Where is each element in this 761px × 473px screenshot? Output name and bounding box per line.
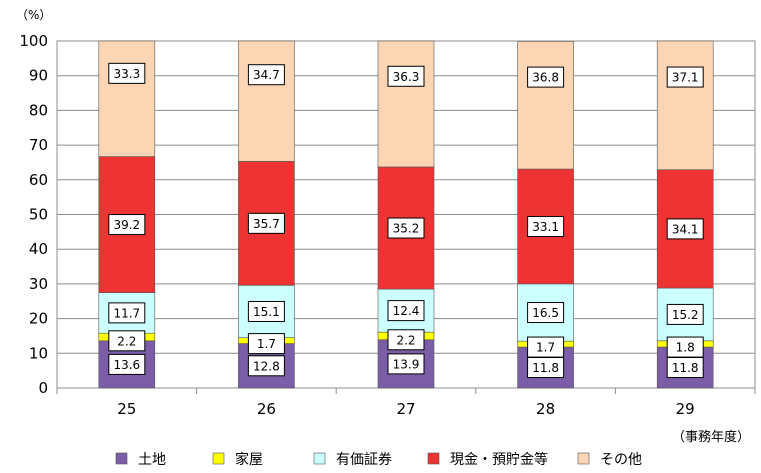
y-tick-label: 10 bbox=[29, 344, 48, 362]
data-label-box bbox=[527, 66, 565, 88]
data-label-box bbox=[387, 329, 425, 351]
data-label: 34.1 bbox=[672, 222, 699, 236]
data-label-box bbox=[527, 302, 565, 324]
data-label: 37.1 bbox=[672, 71, 699, 85]
legend-label: 土地 bbox=[138, 452, 166, 468]
data-label: 39.2 bbox=[113, 218, 140, 232]
y-tick-label: 60 bbox=[29, 171, 48, 189]
data-label-box bbox=[387, 353, 425, 375]
bar-segment bbox=[517, 41, 574, 170]
x-tick-label: 29 bbox=[676, 400, 695, 418]
data-label: 12.4 bbox=[393, 304, 420, 318]
bar-segment bbox=[656, 40, 714, 171]
legend-label: その他 bbox=[600, 452, 642, 468]
data-label: 36.8 bbox=[532, 71, 559, 85]
data-label: 11.8 bbox=[532, 361, 559, 375]
y-unit-label: （%） bbox=[16, 8, 51, 22]
bar-segment bbox=[238, 40, 295, 162]
data-label: 16.5 bbox=[532, 306, 559, 320]
y-tick-label: 20 bbox=[29, 310, 48, 328]
x-tick-label: 25 bbox=[117, 400, 136, 418]
data-label-box bbox=[527, 336, 565, 358]
data-label-box bbox=[247, 64, 285, 86]
data-label-box bbox=[247, 300, 285, 322]
data-label: 34.7 bbox=[253, 68, 280, 82]
bar-segment bbox=[98, 40, 156, 157]
data-label: 33.1 bbox=[532, 220, 559, 234]
data-label: 12.8 bbox=[253, 359, 280, 373]
data-label-box bbox=[387, 65, 425, 87]
data-label-box bbox=[666, 66, 704, 88]
data-label-box bbox=[108, 302, 146, 324]
data-label: 13.6 bbox=[113, 358, 140, 372]
data-label: 1.8 bbox=[676, 341, 695, 355]
data-label: 2.2 bbox=[396, 333, 415, 347]
data-label-box bbox=[527, 215, 565, 237]
data-label: 35.2 bbox=[393, 222, 420, 236]
data-label-box bbox=[666, 336, 704, 358]
data-label-box bbox=[666, 218, 704, 240]
y-tick-label: 40 bbox=[29, 240, 48, 258]
legend-swatch bbox=[577, 452, 590, 465]
y-tick-label: 0 bbox=[38, 379, 48, 397]
data-label: 36.3 bbox=[393, 70, 420, 84]
x-tick-label: 28 bbox=[536, 400, 555, 418]
data-label-box bbox=[387, 217, 425, 239]
legend-swatch bbox=[115, 452, 128, 465]
bar-segment bbox=[377, 40, 435, 168]
y-tick-label: 80 bbox=[29, 101, 48, 119]
legend-label: 現金・預貯金等 bbox=[450, 451, 548, 468]
data-label-box bbox=[108, 330, 146, 352]
data-label: 15.2 bbox=[672, 308, 699, 322]
data-label-box bbox=[108, 62, 146, 84]
legend-swatch bbox=[427, 452, 440, 465]
x-unit-label: （事務年度） bbox=[672, 429, 750, 445]
data-label: 2.2 bbox=[117, 334, 136, 348]
data-label: 11.7 bbox=[113, 306, 140, 320]
y-tick-label: 50 bbox=[29, 206, 48, 224]
data-label: 15.1 bbox=[253, 305, 280, 319]
y-tick-label: 30 bbox=[29, 275, 48, 293]
data-label-box bbox=[247, 212, 285, 234]
data-label: 33.3 bbox=[113, 67, 140, 81]
data-label-box bbox=[247, 355, 285, 377]
x-tick-label: 27 bbox=[396, 400, 415, 418]
data-label: 1.7 bbox=[257, 337, 276, 351]
data-label: 13.9 bbox=[393, 357, 420, 371]
y-tick-label: 70 bbox=[29, 136, 48, 154]
y-tick-label: 100 bbox=[19, 32, 48, 50]
legend-label: 家屋 bbox=[235, 451, 263, 468]
legend-label: 有価証券 bbox=[336, 452, 392, 468]
legend-swatch bbox=[313, 452, 326, 465]
data-label-box bbox=[108, 353, 146, 375]
y-tick-label: 90 bbox=[29, 67, 48, 85]
data-label-box bbox=[247, 333, 285, 355]
data-label: 35.7 bbox=[253, 217, 280, 231]
data-label: 1.7 bbox=[536, 341, 555, 355]
data-label: 11.8 bbox=[672, 361, 699, 375]
legend-swatch bbox=[212, 452, 225, 465]
data-label-box bbox=[666, 303, 704, 325]
x-tick-label: 26 bbox=[257, 400, 276, 418]
data-label-box bbox=[108, 214, 146, 236]
data-label-box bbox=[387, 300, 425, 322]
